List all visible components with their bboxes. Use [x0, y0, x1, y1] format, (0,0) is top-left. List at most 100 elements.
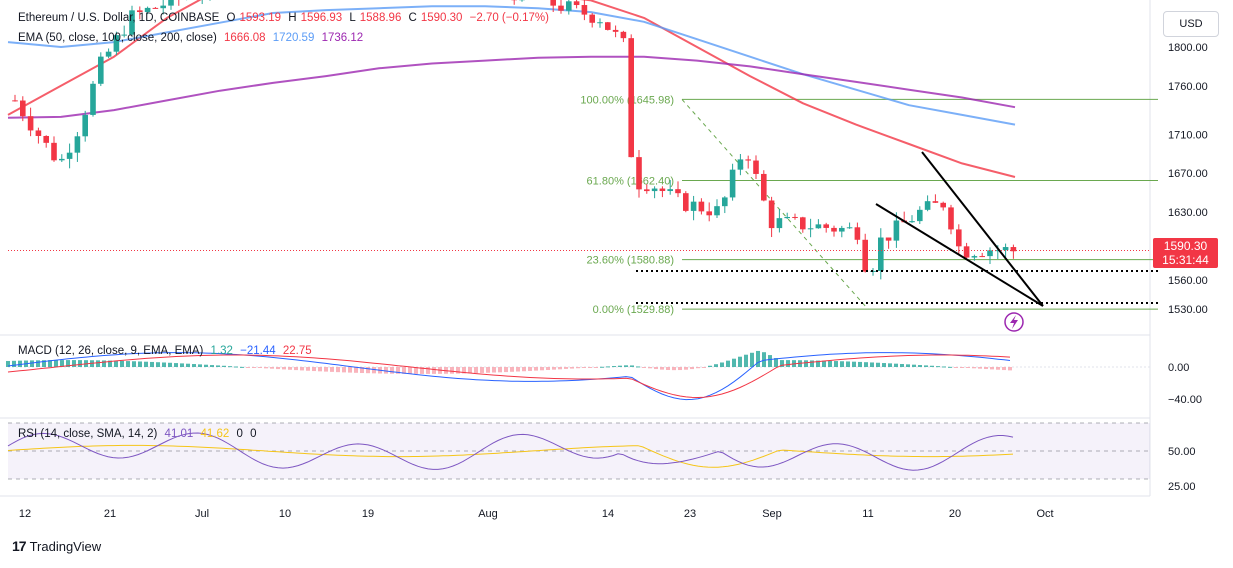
candle-body — [566, 1, 572, 10]
fib-level-label: 23.60% (1580.88) — [587, 255, 674, 267]
candle-body — [808, 228, 814, 229]
macd-histogram-bar — [240, 367, 244, 368]
macd-histogram-bar — [516, 367, 520, 372]
tradingview-logo-icon: 17 — [12, 538, 26, 554]
macd-histogram-bar — [660, 367, 664, 370]
macd-legend: MACD (12, 26, close, 9, EMA, EMA) 1.32 −… — [18, 345, 316, 357]
price-tick-label: 1560.00 — [1168, 275, 1208, 287]
macd-histogram-bar — [606, 366, 610, 367]
current-price-tag: 1590.30 15:31:44 — [1153, 238, 1218, 268]
macd-histogram-bar — [102, 360, 106, 367]
time-tick-label: 11 — [862, 508, 873, 520]
macd-histogram-bar — [864, 362, 868, 367]
tradingview-brand[interactable]: 17 TradingView — [12, 538, 101, 554]
macd-histogram-bar — [588, 367, 592, 368]
macd-histogram-bar — [180, 363, 184, 367]
macd-histogram-bar — [678, 367, 682, 370]
macd-histogram-bar — [948, 367, 952, 368]
candle-body — [940, 203, 946, 208]
macd-histogram-bar — [450, 367, 454, 374]
candle-body — [948, 207, 954, 229]
macd-histogram-bar — [384, 367, 388, 374]
candle-body — [714, 206, 720, 215]
macd-histogram-bar — [882, 363, 886, 367]
currency-button[interactable]: USD — [1163, 11, 1219, 37]
candle-body — [979, 256, 985, 257]
candle-body — [777, 218, 783, 228]
fibonacci-retracement[interactable]: 100.00% (1645.98)61.80% (1662.40)23.60% … — [580, 94, 1158, 316]
macd-histogram-bar — [612, 366, 616, 367]
ema-line — [8, 57, 1015, 118]
candle-body — [987, 250, 993, 256]
candle-body — [730, 170, 736, 198]
macd-histogram-bar — [78, 360, 82, 367]
price-tick-label: 1760.00 — [1168, 81, 1208, 93]
rsi-extra-2: 0 — [250, 428, 256, 440]
macd-histogram-bar — [990, 367, 994, 369]
fib-level-label: 100.00% (1645.98) — [580, 94, 674, 106]
candle-body — [784, 217, 790, 218]
candle-body — [168, 0, 174, 6]
macd-histogram-bar — [318, 367, 322, 371]
macd-histogram-bar — [36, 360, 40, 367]
time-tick-label: Jul — [195, 508, 209, 520]
candle-body — [706, 211, 712, 215]
macd-histogram-bar — [810, 360, 814, 367]
macd-histogram-bar — [114, 361, 118, 367]
macd-histogram-bar — [984, 367, 988, 369]
change-value: −2.70 (−0.17%) — [470, 12, 549, 24]
candle-body — [964, 246, 970, 257]
time-tick-label: Oct — [1036, 508, 1053, 520]
close-value: 1590.30 — [421, 12, 463, 24]
macd-tick-label: −40.00 — [1168, 394, 1202, 406]
macd-histogram-bar — [630, 365, 634, 367]
macd-histogram-bar — [756, 351, 760, 367]
trend-drawings[interactable] — [8, 152, 1158, 331]
ema-line — [8, 0, 1015, 177]
candle-body — [745, 159, 751, 160]
macd-histogram-bar — [834, 361, 838, 367]
macd-histogram-bar — [876, 363, 880, 367]
candle-body — [761, 174, 767, 201]
candle-body — [738, 159, 744, 169]
candle-body — [597, 22, 603, 23]
macd-histogram-bar — [204, 365, 208, 367]
candle-body — [106, 52, 112, 57]
candle-body — [972, 256, 978, 257]
macd-histogram-bar — [624, 365, 628, 367]
macd-histogram-bar — [936, 366, 940, 367]
macd-histogram-bar — [870, 362, 874, 367]
candle-body — [75, 136, 81, 152]
macd-histogram-bar — [54, 360, 58, 367]
macd-histogram-bar — [312, 367, 316, 371]
macd-histogram-bar — [510, 367, 514, 372]
macd-histogram-bar — [1008, 367, 1012, 370]
wedge-upper-line — [922, 152, 1043, 306]
macd-histogram-bar — [804, 360, 808, 367]
candle-body — [574, 1, 580, 5]
macd-histogram-bar — [942, 366, 946, 367]
macd-histogram-bar — [564, 367, 568, 369]
macd-histogram-bar — [186, 364, 190, 367]
candle-body — [28, 116, 34, 130]
macd-histogram-bar — [570, 367, 574, 369]
macd-histogram-bar — [72, 360, 76, 367]
macd-histogram-bar — [594, 367, 598, 368]
macd-histogram-bar — [918, 365, 922, 367]
candle-body — [1003, 247, 1009, 250]
macd-histogram-bar — [336, 367, 340, 372]
macd-histogram-bar — [156, 362, 160, 367]
macd-histogram-bar — [282, 367, 286, 369]
macd-histogram-bar — [894, 364, 898, 367]
grid-lines — [0, 0, 1150, 496]
macd-histogram-bar — [738, 357, 742, 367]
macd-histogram-bar — [432, 367, 436, 374]
candle-body — [43, 136, 49, 143]
macd-histogram-bar — [648, 367, 652, 368]
macd-histogram-bar — [582, 367, 586, 368]
macd-histogram-bar — [228, 366, 232, 367]
macd-histogram-bar — [366, 367, 370, 373]
